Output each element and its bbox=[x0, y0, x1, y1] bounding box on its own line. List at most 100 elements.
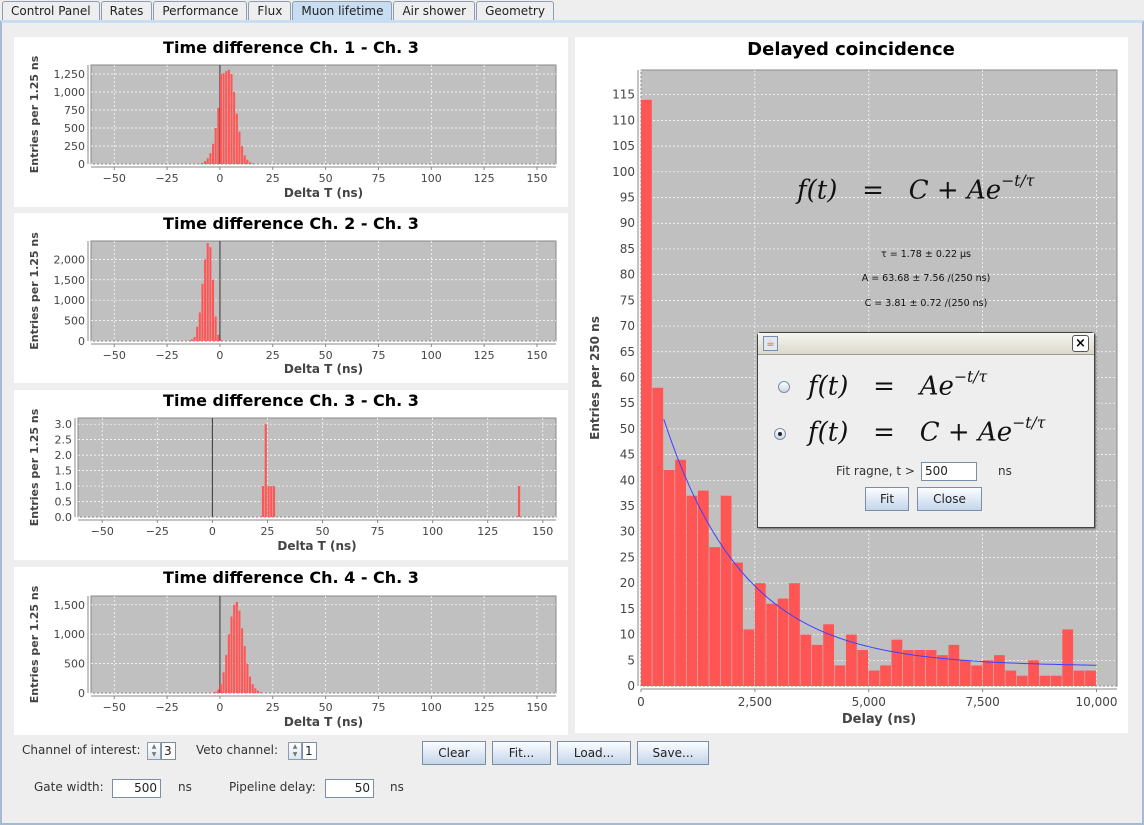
chart-title: Time difference Ch. 2 - Ch. 3 bbox=[163, 214, 419, 233]
formula-exp-const: f(t) = C + Ae−t/τ bbox=[808, 414, 1046, 448]
histogram-bar bbox=[248, 676, 252, 693]
x-axis-label: Delta T (ns) bbox=[284, 362, 363, 376]
x-tick-label: −50 bbox=[103, 701, 126, 714]
x-tick-label: 50 bbox=[319, 701, 333, 714]
histogram-bar bbox=[227, 634, 230, 693]
histogram-bar bbox=[193, 336, 196, 341]
histogram-bar bbox=[845, 634, 857, 686]
histogram-bar bbox=[204, 161, 207, 164]
channel-spinner[interactable]: 3 bbox=[161, 742, 176, 760]
histogram-bar bbox=[254, 688, 257, 693]
plot-area bbox=[90, 64, 557, 165]
y-tick-label: 45 bbox=[620, 448, 635, 462]
histogram-bar bbox=[754, 583, 766, 686]
tab-flux[interactable]: Flux bbox=[248, 1, 292, 21]
fit-c: C = 3.81 ± 0.72 /(250 ns) bbox=[864, 298, 988, 309]
histogram-bar bbox=[233, 604, 236, 693]
tab-geometry[interactable]: Geometry bbox=[476, 1, 554, 21]
tab-muon-lifetime[interactable]: Muon lifetime bbox=[292, 1, 393, 21]
histogram-bar bbox=[264, 424, 267, 517]
y-tick-label: 65 bbox=[620, 345, 635, 359]
y-tick-label: 35 bbox=[620, 499, 635, 513]
histogram-bar bbox=[222, 73, 225, 164]
veto-spinner-arrows[interactable]: ▲ ▼ bbox=[288, 742, 302, 760]
histogram-bar bbox=[214, 691, 217, 693]
x-tick-label: 0 bbox=[637, 695, 645, 709]
histogram-bar bbox=[1028, 660, 1039, 686]
histogram-bar bbox=[789, 583, 800, 686]
dialog-close-icon[interactable]: × bbox=[1072, 335, 1089, 352]
dialog-close-button[interactable]: Close bbox=[917, 487, 982, 511]
x-tick-label: 0 bbox=[216, 349, 223, 362]
load-button[interactable]: Load... bbox=[557, 741, 631, 765]
histogram-bar bbox=[204, 259, 207, 341]
histogram-bar bbox=[823, 624, 834, 686]
histogram-bar bbox=[982, 660, 994, 686]
plot-area bbox=[77, 417, 557, 518]
gate-width-input[interactable]: 500 bbox=[112, 779, 161, 798]
y-tick-label: 1,500 bbox=[54, 599, 86, 612]
y-tick-label: 0.0 bbox=[55, 511, 73, 524]
histogram-bar bbox=[246, 663, 249, 693]
histogram-bar bbox=[925, 650, 937, 686]
y-tick-label: 40 bbox=[620, 473, 635, 487]
histogram-bar bbox=[225, 654, 228, 693]
histogram-bar bbox=[251, 684, 254, 693]
y-tick-label: 55 bbox=[620, 396, 635, 410]
fit-button[interactable]: Fit... bbox=[492, 741, 551, 765]
dialog-fit-button[interactable]: Fit bbox=[865, 487, 909, 511]
radio-exp-const-fit[interactable] bbox=[774, 428, 786, 440]
histogram-bar bbox=[663, 470, 675, 686]
tab-control-panel[interactable]: Control Panel bbox=[2, 1, 100, 21]
histogram-bar bbox=[880, 665, 891, 686]
histogram-bar bbox=[1016, 675, 1028, 686]
veto-spinner[interactable]: 1 bbox=[302, 742, 317, 760]
histogram-bar bbox=[214, 128, 217, 164]
x-tick-label: 100 bbox=[421, 349, 442, 362]
y-tick-label: 250 bbox=[64, 140, 85, 153]
histogram-bar bbox=[243, 155, 246, 164]
histogram-bar bbox=[652, 387, 664, 686]
x-axis-label: Delta T (ns) bbox=[284, 715, 363, 729]
x-tick-label: 100 bbox=[421, 701, 442, 714]
histogram-bar bbox=[766, 603, 778, 686]
y-tick-label: 500 bbox=[64, 122, 85, 135]
dialog-titlebar[interactable]: ☕ × bbox=[758, 333, 1094, 355]
histogram-bar bbox=[259, 692, 262, 693]
x-tick-label: 75 bbox=[371, 525, 385, 538]
histogram-bar bbox=[246, 159, 249, 164]
save-button[interactable]: Save... bbox=[637, 741, 709, 765]
histogram-bar bbox=[201, 283, 204, 341]
histogram-bar bbox=[206, 243, 209, 341]
histogram-bar bbox=[241, 146, 244, 164]
tab-air-shower[interactable]: Air shower bbox=[393, 1, 476, 21]
y-tick-label: 0 bbox=[627, 679, 635, 693]
histogram-bar bbox=[217, 689, 220, 693]
x-tick-label: 100 bbox=[422, 525, 443, 538]
y-tick-label: 1,000 bbox=[54, 628, 86, 641]
y-tick-label: 20 bbox=[620, 576, 635, 590]
y-tick-label: 0 bbox=[78, 687, 85, 700]
tab-performance[interactable]: Performance bbox=[153, 1, 248, 21]
histogram-bar bbox=[233, 92, 236, 164]
java-icon: ☕ bbox=[763, 336, 778, 351]
channel-spinner-arrows[interactable]: ▲ ▼ bbox=[147, 742, 161, 760]
fit-curve bbox=[663, 419, 1097, 666]
radio-exp-fit[interactable] bbox=[778, 381, 790, 393]
fit-range-input[interactable]: 500 bbox=[921, 462, 977, 481]
gate-width-label: Gate width: bbox=[34, 780, 104, 794]
pipeline-delay-input[interactable]: 50 bbox=[325, 779, 374, 798]
y-tick-label: 750 bbox=[64, 104, 85, 117]
histogram-bar bbox=[212, 143, 215, 164]
histogram-bar bbox=[227, 69, 230, 164]
x-tick-label: 125 bbox=[474, 701, 495, 714]
fit-range-label: Fit ragne, t > bbox=[836, 464, 915, 478]
histogram-bar bbox=[272, 486, 276, 517]
histogram-bar bbox=[209, 247, 212, 341]
y-axis-label: Entries per 1.25 ns bbox=[28, 408, 41, 526]
clear-button[interactable]: Clear bbox=[422, 741, 486, 765]
tab-rates[interactable]: Rates bbox=[100, 1, 153, 21]
histogram-bar bbox=[937, 655, 948, 686]
fit-range-unit: ns bbox=[998, 464, 1012, 478]
histogram-bar bbox=[235, 601, 238, 693]
